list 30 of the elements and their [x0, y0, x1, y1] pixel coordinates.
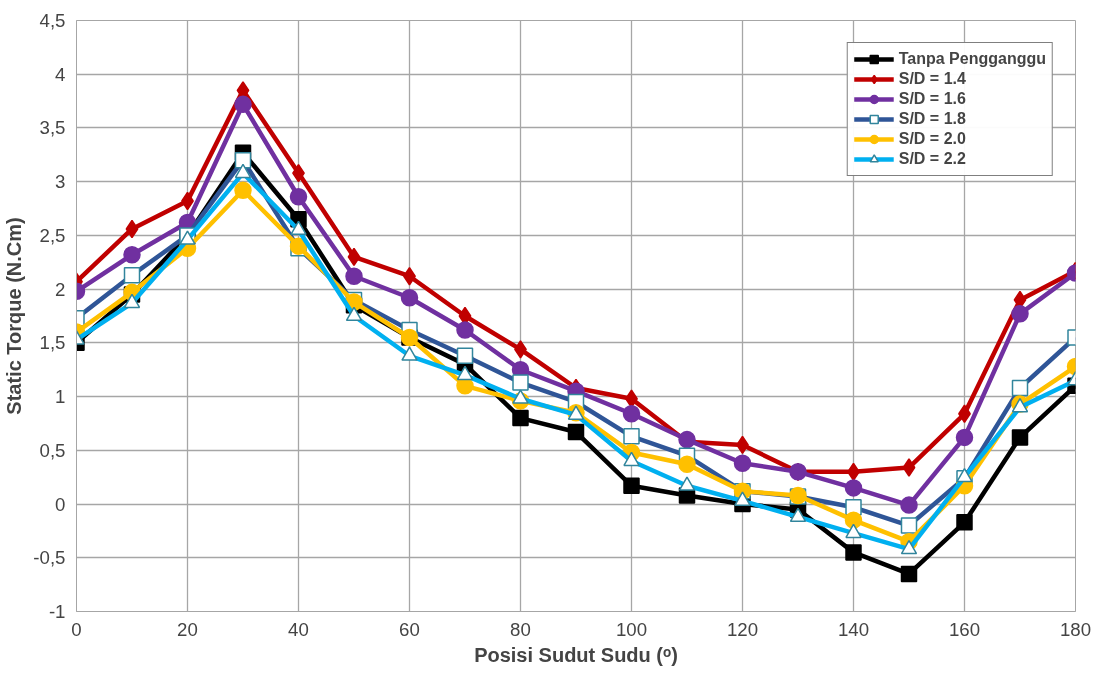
- legend-label: S/D = 2.0: [898, 130, 966, 148]
- x-tick-label: 160: [948, 618, 981, 640]
- legend-label: S/D = 1.8: [898, 110, 966, 128]
- y-tick-label: 4,5: [39, 10, 66, 31]
- y-tick-label: 2: [55, 278, 66, 300]
- x-tick-label: 180: [1059, 618, 1092, 640]
- x-tick-label: 100: [615, 618, 648, 640]
- y-tick-label: -0,5: [33, 547, 66, 569]
- legend-label: S/D = 1.4: [898, 70, 966, 88]
- x-tick-label: 60: [399, 618, 420, 640]
- x-axis-title: Posisi Sudut Sudu (ᵒ): [474, 643, 678, 666]
- y-tick-label: 1,5: [39, 332, 66, 354]
- x-tick-label: 40: [288, 618, 309, 640]
- x-tick-label: 0: [71, 618, 82, 640]
- y-tick-label: 0: [55, 493, 66, 515]
- x-tick-label: 80: [510, 618, 531, 640]
- y-tick-label: 2,5: [39, 224, 66, 246]
- y-tick-label: 3,5: [39, 117, 66, 139]
- y-tick-label: 4: [55, 63, 66, 85]
- x-tick-label: 120: [726, 618, 759, 640]
- y-tick-label: 3: [55, 171, 66, 193]
- legend-label: S/D = 2.2: [898, 150, 966, 168]
- x-tick-label: 140: [837, 618, 870, 640]
- y-tick-label: -1: [48, 601, 66, 622]
- x-tick-label: 20: [177, 618, 198, 640]
- y-axis-title: Static Torque (N.Cm): [3, 217, 26, 415]
- legend-label: Tanpa Pengganggu: [898, 50, 1046, 68]
- y-tick-label: 1: [55, 386, 66, 408]
- y-tick-label: 0,5: [39, 439, 66, 461]
- legend-label: S/D = 1.6: [898, 90, 966, 108]
